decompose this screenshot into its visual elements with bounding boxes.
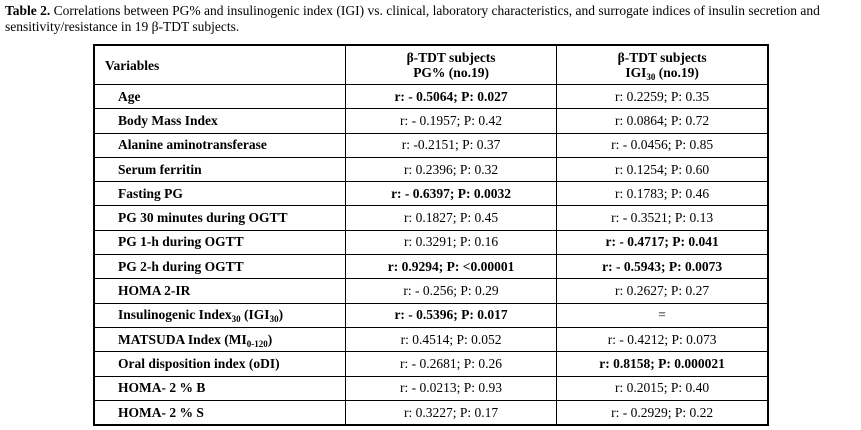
text-part: PG 2-h during OGTT (118, 258, 244, 274)
text-part: PG 1-h during OGTT (118, 234, 244, 250)
igi-cell: r: - 0.5943; P: 0.0073 (556, 254, 769, 280)
text-part: Fasting PG (118, 185, 183, 201)
variable-cell: Serum ferritin (93, 156, 346, 183)
igi-cell: r: 0.2627; P: 0.27 (556, 278, 769, 304)
variable-cell: PG 30 minutes during OGTT (93, 205, 346, 231)
variable-cell: Oral disposition index (oDI) (93, 351, 346, 377)
header-cell: Variables (93, 44, 346, 85)
text-part: PG 30 minutes during OGTT (118, 210, 288, 226)
pg-cell: r: - 0.2681; P: 0.26 (344, 351, 558, 377)
table-row: HOMA- 2 % S r: 0.3227; P: 0.17 r: - 0.2929… (93, 399, 769, 426)
table-row: MATSUDA Index (MI0-120) r: 0.4514; P: 0.0… (93, 326, 769, 353)
igi-cell: r: 0.2259; P: 0.35 (556, 83, 769, 110)
table-row: Fasting PG r: - 0.6397; P: 0.0032 r: 0.178… (93, 181, 769, 207)
caption-text: Correlations between PG% and insulinogen… (5, 3, 820, 34)
pg-cell: r: 0.2396; P: 0.32 (344, 156, 558, 183)
table-body: Age r: - 0.5064; P: 0.027 r: 0.2259; P: 0.… (93, 83, 769, 426)
table-row: PG 2-h during OGTT r: 0.9294; P: <0.00001… (93, 254, 769, 280)
igi-cell: r: - 0.0456; P: 0.85 (556, 132, 769, 158)
table-row: HOMA- 2 % B r: - 0.0213; P: 0.93 r: 0.2015… (93, 375, 769, 401)
text-part: HOMA- 2 % S (118, 404, 204, 420)
igi-cell: r: - 0.3521; P: 0.13 (556, 205, 769, 231)
subscript: 0-120 (246, 338, 268, 349)
pg-cell: r: - 0.5064; P: 0.027 (344, 83, 558, 110)
text-part: ) (278, 307, 284, 323)
text-part: MATSUDA Index (MI (118, 331, 247, 347)
table-row: HOMA 2-IR r: - 0.256; P: 0.29 r: 0.2627; P… (93, 278, 769, 304)
variable-cell: HOMA- 2 % S (93, 399, 346, 426)
igi-cell: r: 0.0864; P: 0.72 (556, 108, 769, 134)
caption-label: Table 2. (5, 3, 51, 18)
pg-cell: r: -0.2151; P: 0.37 (344, 132, 558, 158)
header-line: β-TDT subjects (406, 50, 496, 65)
igi-cell: r: 0.1254; P: 0.60 (556, 156, 769, 183)
text-part: PG% (no.19) (413, 65, 489, 80)
variable-cell: Alanine aminotransferase (93, 132, 346, 158)
text-part: (no.19) (655, 65, 699, 80)
pg-cell: r: 0.1827; P: 0.45 (344, 205, 558, 231)
table-row: Serum ferritin r: 0.2396; P: 0.32 r: 0.125… (93, 156, 769, 183)
pg-cell: r: - 0.0213; P: 0.93 (344, 375, 558, 401)
pg-cell: r: - 0.256; P: 0.29 (344, 278, 558, 304)
pg-cell: r: - 0.5396; P: 0.017 (344, 302, 558, 328)
header-cell: β-TDT subjects PG% (no.19) (344, 44, 558, 85)
text-part: ) (267, 331, 273, 347)
variable-cell: HOMA- 2 % B (93, 375, 346, 401)
variable-cell: MATSUDA Index (MI0-120) (93, 326, 346, 353)
variable-cell: HOMA 2-IR (93, 278, 346, 304)
table-row: Age r: - 0.5064; P: 0.027 r: 0.2259; P: 0.… (93, 83, 769, 110)
table-row: PG 1-h during OGTT r: 0.3291; P: 0.16 r: -… (93, 229, 769, 256)
variable-cell: Age (93, 83, 346, 110)
pg-cell: r: - 0.6397; P: 0.0032 (344, 181, 558, 207)
text-part: Oral disposition index (oDI) (118, 355, 280, 371)
igi-cell: = (556, 302, 769, 328)
text-part: Insulinogenic Index (118, 307, 232, 323)
pg-cell: r: - 0.1957; P: 0.42 (344, 108, 558, 134)
igi-cell: r: - 0.4717; P: 0.041 (556, 229, 769, 256)
caption: Table 2. Correlations between PG% and in… (5, 3, 855, 35)
igi-cell: r: - 0.4212; P: 0.073 (556, 326, 769, 353)
igi-cell: r: 0.1783; P: 0.46 (556, 181, 769, 207)
variable-cell: Fasting PG (93, 181, 346, 207)
text-part: IGI (625, 65, 647, 80)
variable-cell: Body Mass Index (93, 108, 346, 134)
variable-cell: PG 2-h during OGTT (93, 254, 346, 280)
text-part: Age (118, 88, 141, 104)
table-row: Insulinogenic Index30 (IGI30) r: - 0.5396… (93, 302, 769, 328)
pg-cell: r: 0.9294; P: <0.00001 (344, 254, 558, 280)
text-part: Body Mass Index (118, 112, 218, 128)
table-row: PG 30 minutes during OGTT r: 0.1827; P: 0… (93, 205, 769, 231)
header-line: β-TDT subjects (617, 50, 707, 65)
table-header: Variables β-TDT subjects PG% (no.19) β-TDT … (93, 44, 769, 85)
subscript: 30 (269, 314, 279, 325)
pg-cell: r: 0.4514; P: 0.052 (344, 326, 558, 353)
text-part: Serum ferritin (118, 161, 202, 177)
text-part: HOMA- 2 % B (118, 380, 206, 396)
igi-cell: r: 0.8158; P: 0.000021 (556, 351, 769, 377)
igi-cell: r: 0.2015; P: 0.40 (556, 375, 769, 401)
text-part: (IGI (240, 307, 270, 323)
table-row: Oral disposition index (oDI) r: - 0.2681;… (93, 351, 769, 377)
text-part: Alanine aminotransferase (118, 137, 267, 153)
variable-cell: Insulinogenic Index30 (IGI30) (93, 302, 346, 328)
subscript: 30 (231, 314, 241, 325)
pg-cell: r: 0.3227; P: 0.17 (344, 399, 558, 426)
header-row: Variables β-TDT subjects PG% (no.19) β-TDT … (93, 44, 769, 85)
table-row: Body Mass Index r: - 0.1957; P: 0.42 r: 0.… (93, 108, 769, 134)
text-part: Variables (105, 57, 160, 73)
text-part: HOMA 2-IR (118, 283, 191, 299)
table: Variables β-TDT subjects PG% (no.19) β-TDT … (93, 44, 769, 427)
igi-cell: r: - 0.2929; P: 0.22 (556, 399, 769, 426)
header-line: IGI30 (no.19) (557, 65, 767, 82)
pg-cell: r: 0.3291; P: 0.16 (344, 229, 558, 256)
subscript: 30 (646, 72, 656, 82)
header-cell: β-TDT subjects IGI30 (no.19) (556, 44, 769, 85)
variable-cell: PG 1-h during OGTT (93, 229, 346, 256)
table-row: Alanine aminotransferase r: -0.2151; P: 0… (93, 132, 769, 158)
header-line: PG% (no.19) (346, 65, 556, 80)
